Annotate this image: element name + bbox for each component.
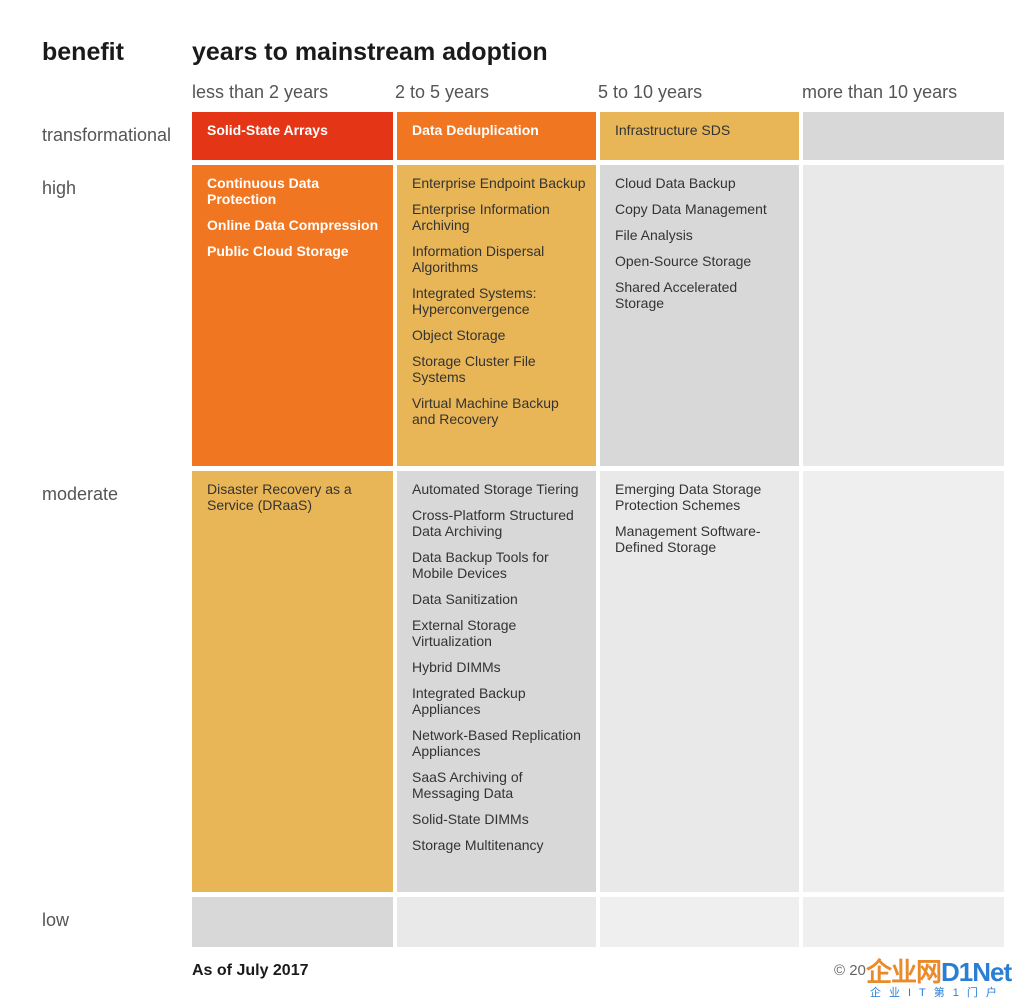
technology-item: Management Software-Defined Storage	[615, 523, 761, 555]
row-label-transformational: transformational	[42, 125, 172, 145]
watermark-logo-text: 企业网D1Net	[866, 957, 1012, 987]
technology-item: External Storage Virtualization	[412, 617, 517, 649]
technology-item: Online Data Compression	[207, 217, 379, 233]
technology-item: Cloud Data Backup	[615, 175, 736, 191]
technology-item: Emerging Data Storage Protection Schemes	[615, 481, 762, 513]
column-header-lt2: less than 2 years	[192, 82, 329, 102]
technology-item: Object Storage	[412, 327, 506, 343]
cell-transformational-gt10	[803, 112, 1004, 160]
technology-item: File Analysis	[615, 227, 693, 243]
technology-item: Virtual Machine Backup and Recovery	[412, 395, 559, 427]
cell-high-2to5: Enterprise Endpoint Backup Enterprise Inf…	[397, 165, 596, 466]
cell-moderate-2to5: Automated Storage Tiering Cross-Platform …	[397, 471, 596, 892]
cell-low-5to10	[600, 897, 799, 947]
technology-item: Network-Based Replication Appliances	[412, 727, 581, 759]
cell-moderate-gt10	[803, 471, 1004, 892]
technology-item: Copy Data Management	[615, 201, 767, 217]
row-label-moderate: moderate	[42, 484, 119, 504]
benefit-heading: benefit	[42, 38, 124, 66]
row-label-low: low	[42, 910, 70, 930]
cell-low-2to5	[397, 897, 596, 947]
cell-low-gt10	[803, 897, 1004, 947]
cell-high-5to10: Cloud Data Backup Copy Data Management Fil…	[600, 165, 799, 466]
technology-item: SaaS Archiving of Messaging Data	[412, 769, 523, 801]
cell-moderate-5to10: Emerging Data Storage Protection Schemes…	[600, 471, 799, 892]
technology-item: Enterprise Information Archiving	[412, 201, 550, 233]
technology-item: Information Dispersal Algorithms	[412, 243, 545, 275]
column-header-gt10: more than 10 years	[802, 82, 958, 102]
technology-item: Cross-Platform Structured Data Archiving	[412, 507, 574, 539]
adoption-heading: years to mainstream adoption	[192, 38, 548, 66]
technology-item: Shared Accelerated Storage	[615, 279, 738, 311]
technology-item: Data Sanitization	[412, 591, 518, 607]
watermark-tagline: 企业IT第1门户	[870, 987, 1005, 999]
column-header-5to10: 5 to 10 years	[598, 82, 703, 102]
cell-moderate-lt2: Disaster Recovery as a Service (DRaaS)	[192, 471, 393, 892]
technology-item: Disaster Recovery as a Service (DRaaS)	[207, 481, 352, 513]
technology-item: Data Backup Tools for Mobile Devices	[412, 549, 549, 581]
cell-high-gt10	[803, 165, 1004, 466]
technology-item: Solid-State Arrays	[207, 122, 328, 138]
technology-item: Infrastructure SDS	[615, 122, 731, 138]
technology-item: Data Deduplication	[412, 122, 539, 138]
technology-item: Integrated Systems: Hyperconvergence	[412, 285, 537, 317]
cell-transformational-lt2: Solid-State Arrays	[192, 112, 393, 160]
row-label-high: high	[42, 178, 77, 198]
technology-item: Hybrid DIMMs	[412, 659, 501, 675]
cell-high-lt2: Continuous Data Protection Online Data Co…	[192, 165, 393, 466]
technology-item: Storage Cluster File Systems	[412, 353, 536, 385]
cell-transformational-2to5: Data Deduplication	[397, 112, 596, 160]
technology-item: Solid-State DIMMs	[412, 811, 529, 827]
technology-item: Integrated Backup Appliances	[412, 685, 526, 717]
column-header-2to5: 2 to 5 years	[395, 82, 490, 102]
cell-low-lt2	[192, 897, 393, 947]
cell-transformational-5to10: Infrastructure SDS	[600, 112, 799, 160]
d1net-watermark-logo: 企业网D1Net 企业IT第1门户	[866, 952, 1024, 1000]
technology-item: Continuous Data Protection	[207, 175, 319, 207]
technology-item: Public Cloud Storage	[207, 243, 349, 259]
technology-item: Storage Multitenancy	[412, 837, 544, 853]
as-of-date: As of July 2017	[192, 962, 309, 979]
technology-item: Automated Storage Tiering	[412, 481, 579, 497]
technology-item: Enterprise Endpoint Backup	[412, 175, 586, 191]
copyright-text: © 20	[834, 962, 866, 979]
technology-item: Open-Source Storage	[615, 253, 752, 269]
